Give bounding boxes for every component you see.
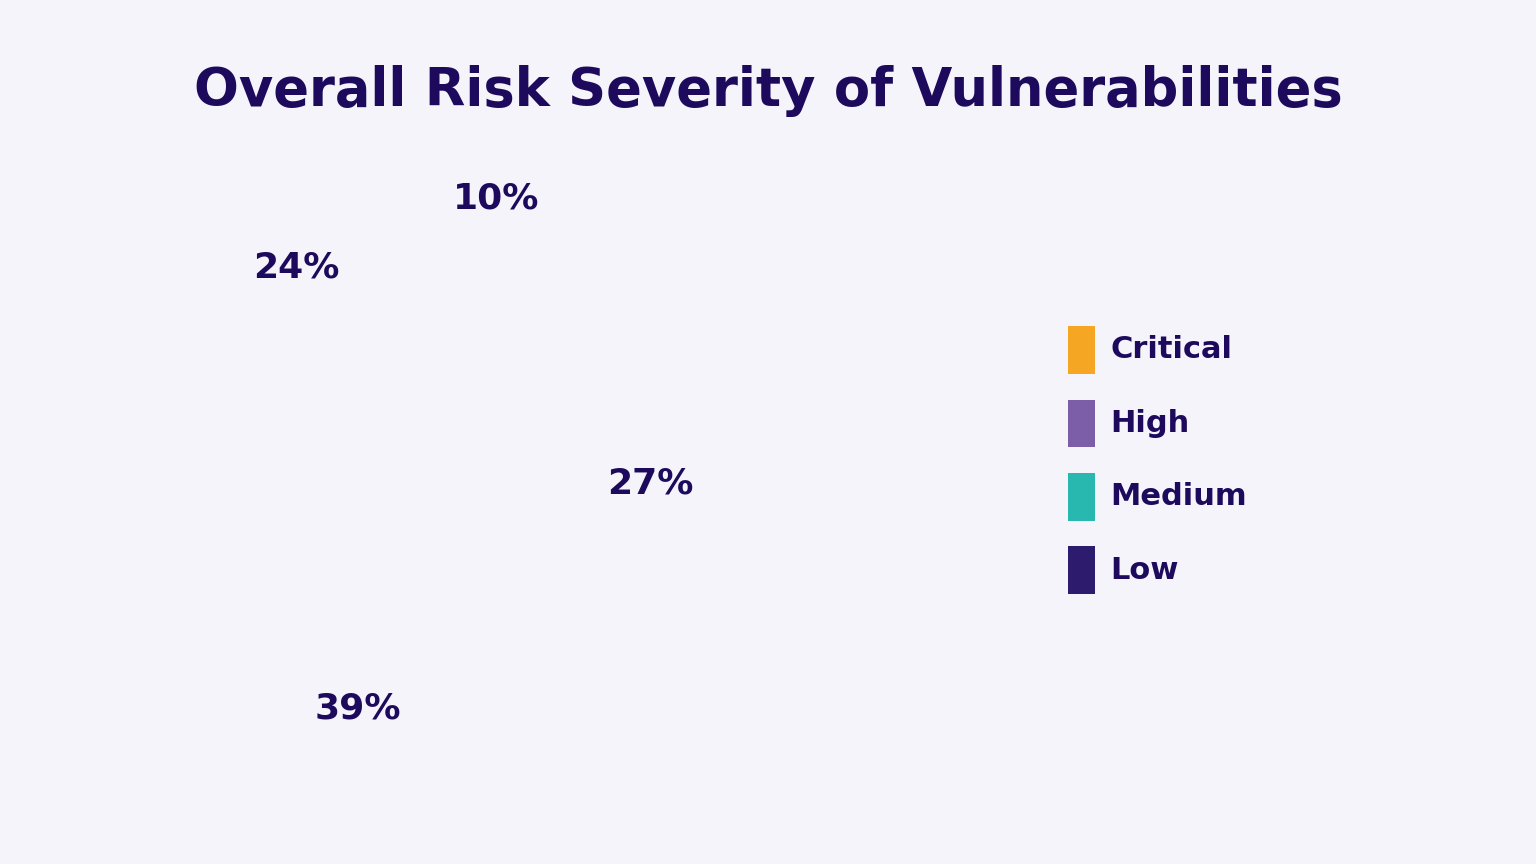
- FancyBboxPatch shape: [1066, 319, 1097, 381]
- Text: Overall Risk Severity of Vulnerabilities: Overall Risk Severity of Vulnerabilities: [194, 65, 1342, 117]
- Text: Critical: Critical: [1111, 335, 1232, 365]
- Text: Medium: Medium: [1111, 482, 1247, 511]
- Text: Low: Low: [1111, 556, 1180, 585]
- Text: 10%: 10%: [453, 181, 539, 216]
- FancyBboxPatch shape: [1066, 539, 1097, 601]
- Text: 24%: 24%: [253, 251, 339, 285]
- Text: 27%: 27%: [607, 467, 693, 501]
- Text: 39%: 39%: [315, 691, 401, 726]
- FancyBboxPatch shape: [1066, 392, 1097, 454]
- FancyBboxPatch shape: [1066, 466, 1097, 528]
- Text: High: High: [1111, 409, 1190, 438]
